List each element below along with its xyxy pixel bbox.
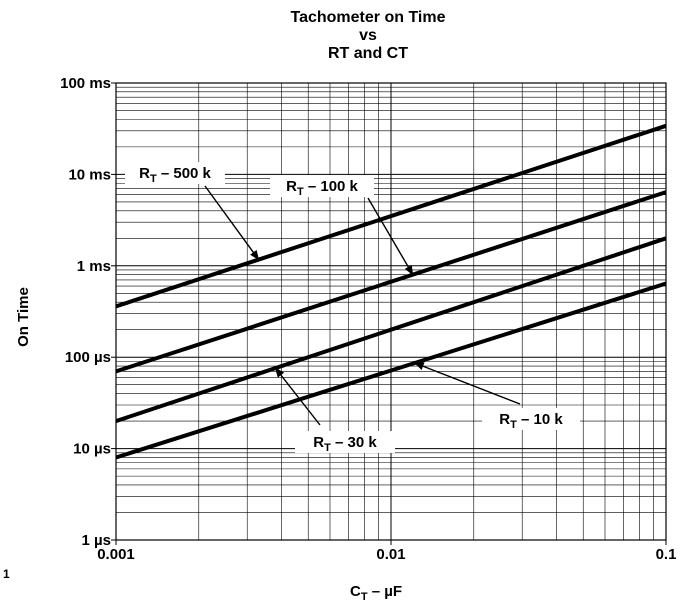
curve-label-bg xyxy=(270,175,374,197)
chart-title-line-3: RT and CT xyxy=(328,45,408,62)
curve-label-3: RT – 30 k xyxy=(313,434,377,454)
series-line-3 xyxy=(115,236,667,423)
series-line-4 xyxy=(115,281,667,460)
curve-label-bg xyxy=(295,431,395,453)
curve-label-4: RT – 10 k xyxy=(499,411,563,431)
x-tick-label: 0.1 xyxy=(656,546,677,563)
annotation-arrows xyxy=(204,185,521,426)
x-axis-label: CT – µF xyxy=(350,583,402,603)
annotation-arrow xyxy=(413,362,521,405)
x-tick-label: 0.001 xyxy=(97,546,135,563)
annotation-arrow xyxy=(367,197,414,276)
y-tick-label: 1 µs xyxy=(82,532,112,549)
curve-label-2: RT – 100 k xyxy=(286,178,358,198)
y-tick-label: 10 µs xyxy=(73,441,111,458)
chart-title-line-2: vs xyxy=(359,27,377,44)
curve-label-1: RT – 500 k xyxy=(139,165,211,185)
y-tick-label: 100 ms xyxy=(60,75,111,92)
y-tick-label: 10 ms xyxy=(68,166,111,183)
series-group xyxy=(115,123,667,460)
figure-number: 1 xyxy=(3,567,10,581)
annotation-arrow xyxy=(204,185,260,261)
chart-title-line-1: Tachometer on Time xyxy=(291,9,446,26)
tick-labels: 0.001 0.01 0.1 100 ms 10 ms 1 ms 100 µs 10 µs 1 … xyxy=(60,75,676,563)
curve-labels: RT – 500 k RT – 100 k RT – 30 k RT – 10 k xyxy=(125,162,580,454)
curve-label-bg xyxy=(125,162,225,184)
y-tick-label: 1 ms xyxy=(77,258,111,275)
y-tick-label: 100 µs xyxy=(65,349,111,366)
annotation-arrow xyxy=(274,367,321,426)
curve-label-bg xyxy=(482,408,580,430)
y-axis-label: On Time xyxy=(15,287,32,347)
series-line-1 xyxy=(115,123,667,309)
x-tick-label: 0.01 xyxy=(376,546,405,563)
series-line-2 xyxy=(115,190,667,374)
